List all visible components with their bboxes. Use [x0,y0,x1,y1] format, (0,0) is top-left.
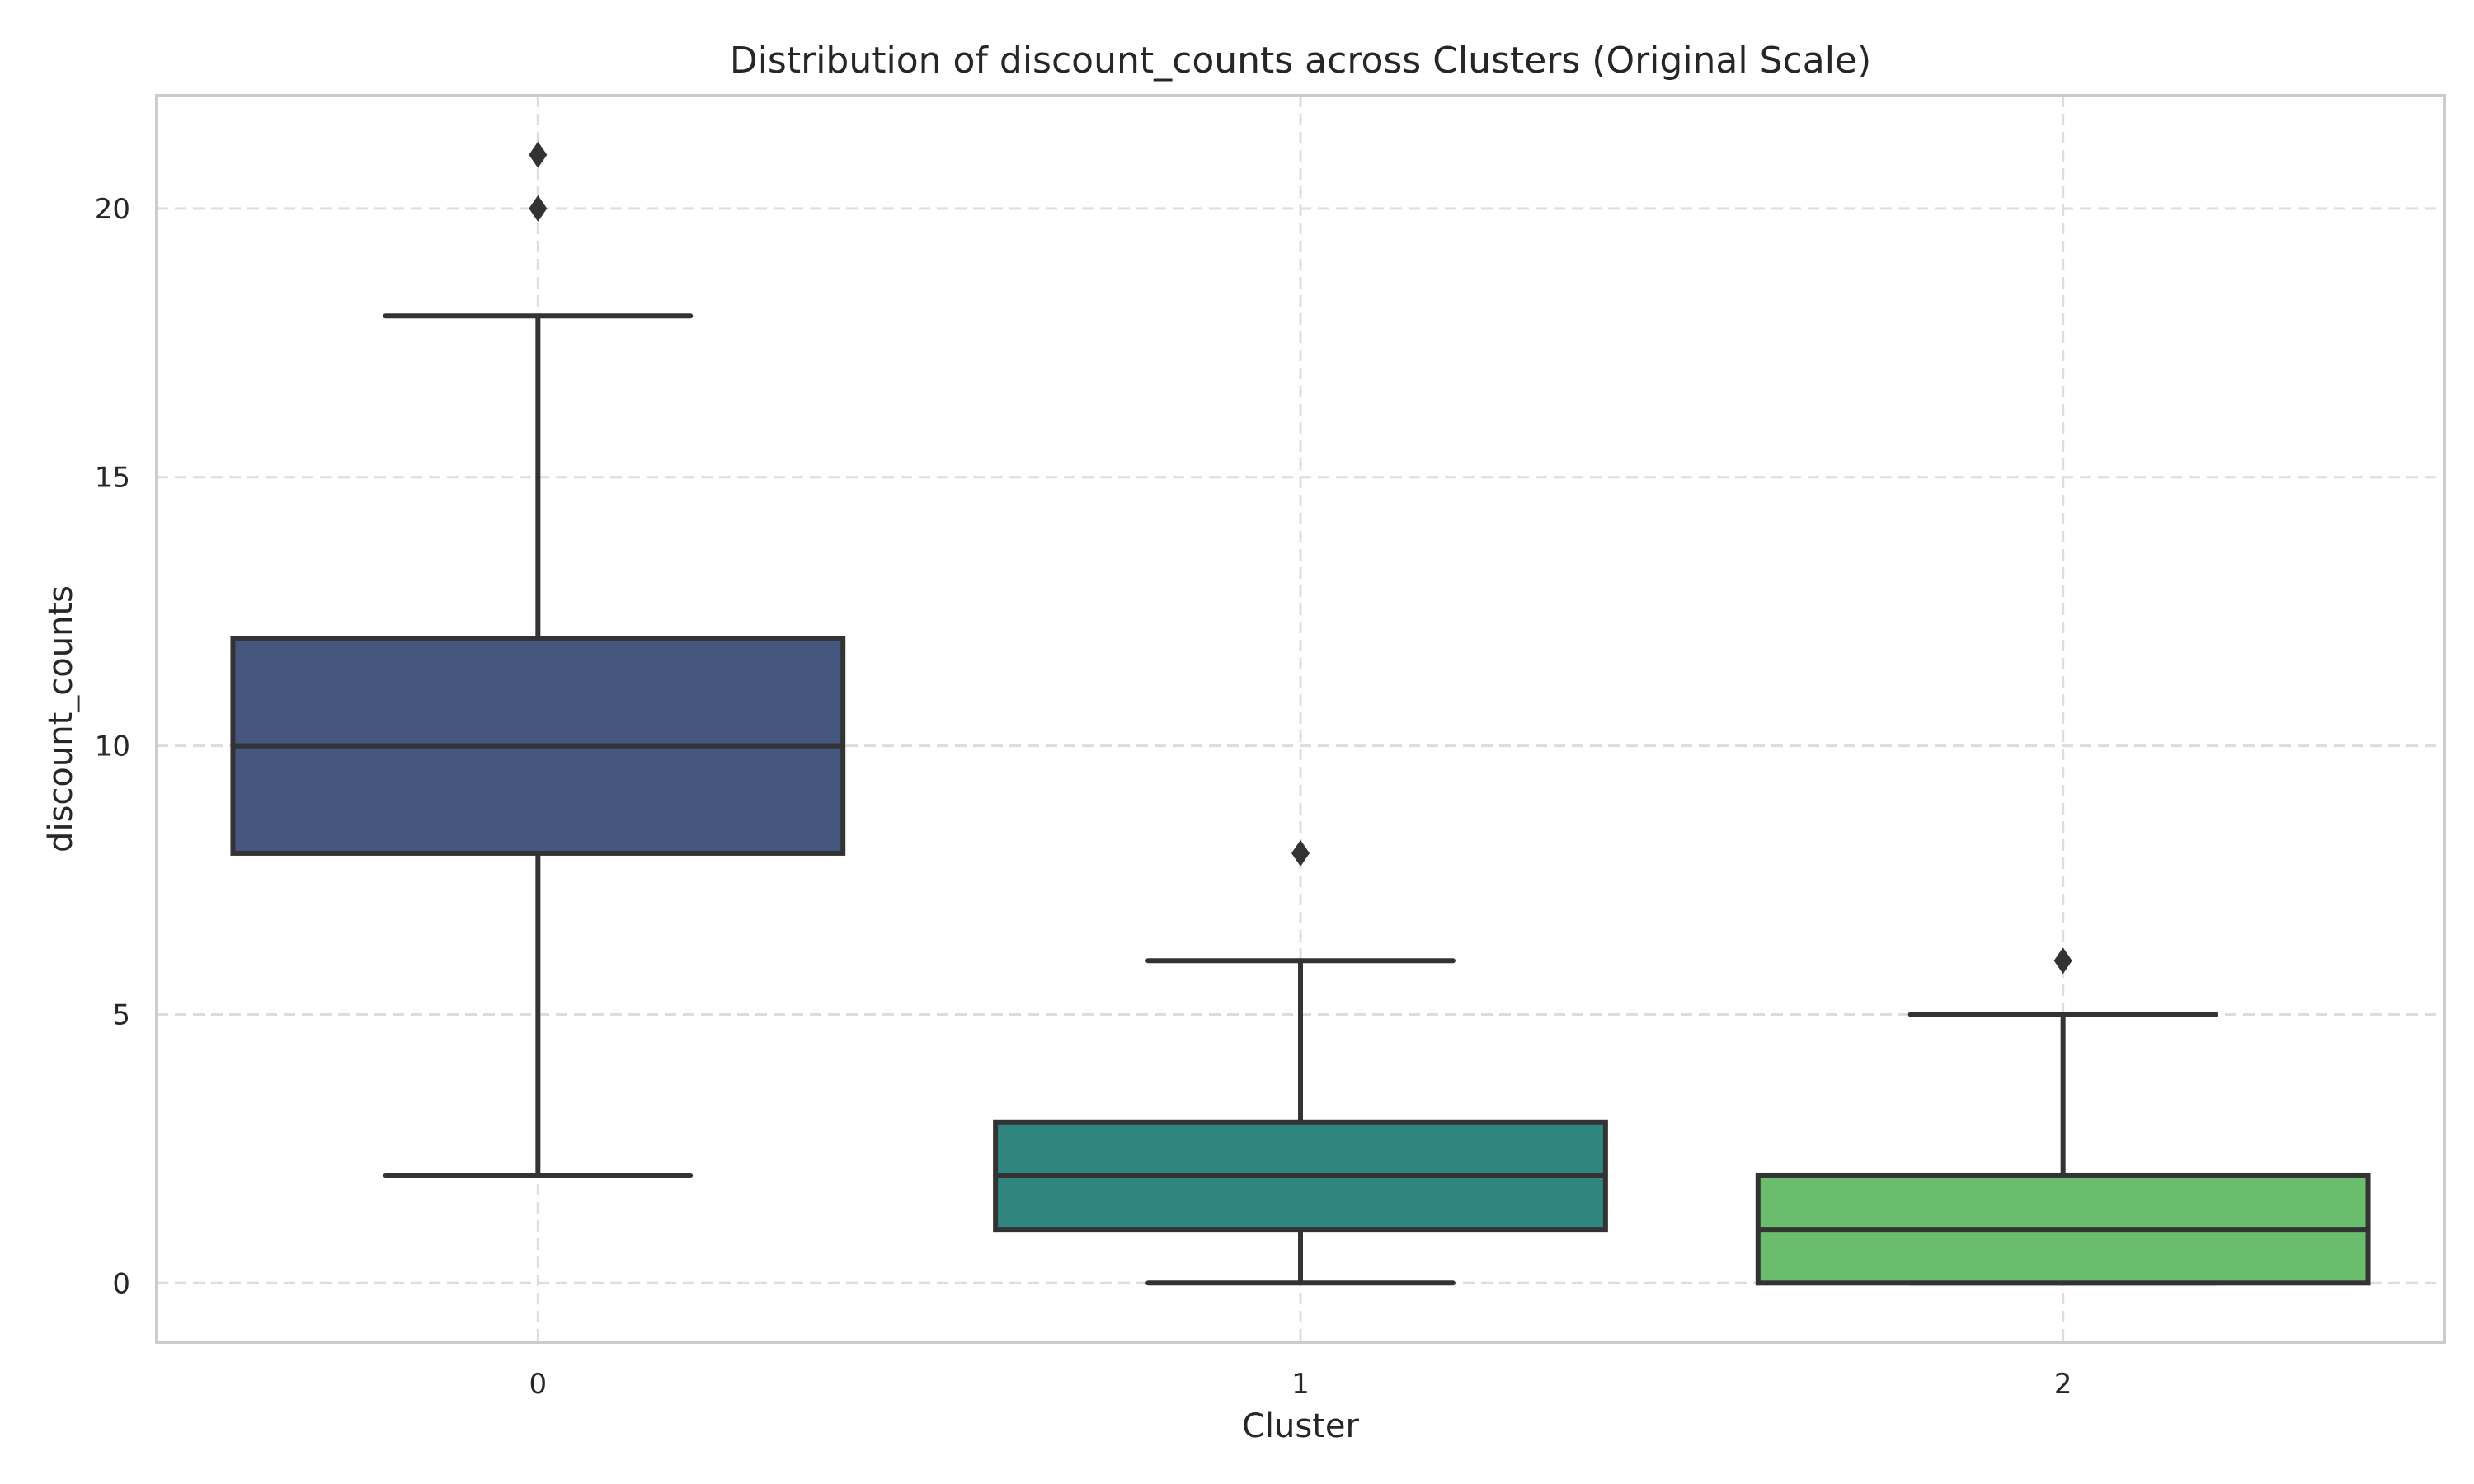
x-axis-label: Cluster [1242,1407,1360,1445]
y-tick-label: 5 [112,998,130,1031]
y-axis-label: discount_counts [42,585,80,852]
box-group-cluster-1 [993,839,1608,1286]
y-tick-label: 15 [95,462,130,495]
x-tick-label: 0 [529,1368,548,1401]
chart-title: Distribution of discount_counts across C… [730,40,1871,82]
outlier-point [2053,947,2072,974]
box-group-cluster-2 [1755,947,2371,1286]
box-layer [230,141,2371,1286]
x-tick-label: 2 [2054,1368,2072,1401]
y-tick-label: 0 [112,1267,130,1300]
outlier-point [1291,839,1310,866]
y-tick-label: 20 [95,193,130,226]
box-group-cluster-0 [230,141,846,1178]
outlier-point [529,195,548,222]
outlier-point [529,141,548,168]
plot-frame [155,94,2446,1344]
tick-layer: 0 5 10 15 20 0 1 2 [95,193,2072,1401]
y-tick-label: 10 [95,730,130,763]
x-tick-label: 1 [1291,1368,1310,1401]
